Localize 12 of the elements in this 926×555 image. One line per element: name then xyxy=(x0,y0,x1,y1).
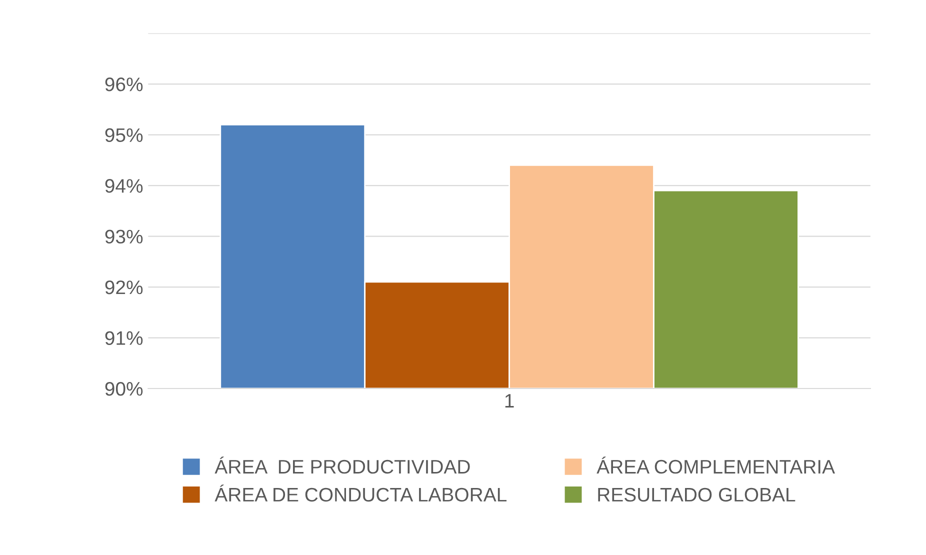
y-tick-label: 91% xyxy=(105,331,143,345)
legend-label: ÁREA DE CONDUCTA LABORAL xyxy=(214,484,507,502)
y-tick-label: 96% xyxy=(105,78,143,92)
legend-label: ÁREA COMPLEMENTARIA xyxy=(596,456,835,474)
x-tick-label: 1 xyxy=(505,394,514,408)
legend-label: RESULTADO GLOBAL xyxy=(598,488,796,502)
y-tick-label: 92% xyxy=(105,280,143,294)
y-tick-label: 95% xyxy=(105,128,143,142)
y-tick-label: 93% xyxy=(105,230,143,244)
y-tick-label: 94% xyxy=(105,178,143,193)
legend-label: ÁREA DE PRODUCTIVIDAD xyxy=(214,456,470,474)
y-tick-label: 90% xyxy=(105,382,143,396)
